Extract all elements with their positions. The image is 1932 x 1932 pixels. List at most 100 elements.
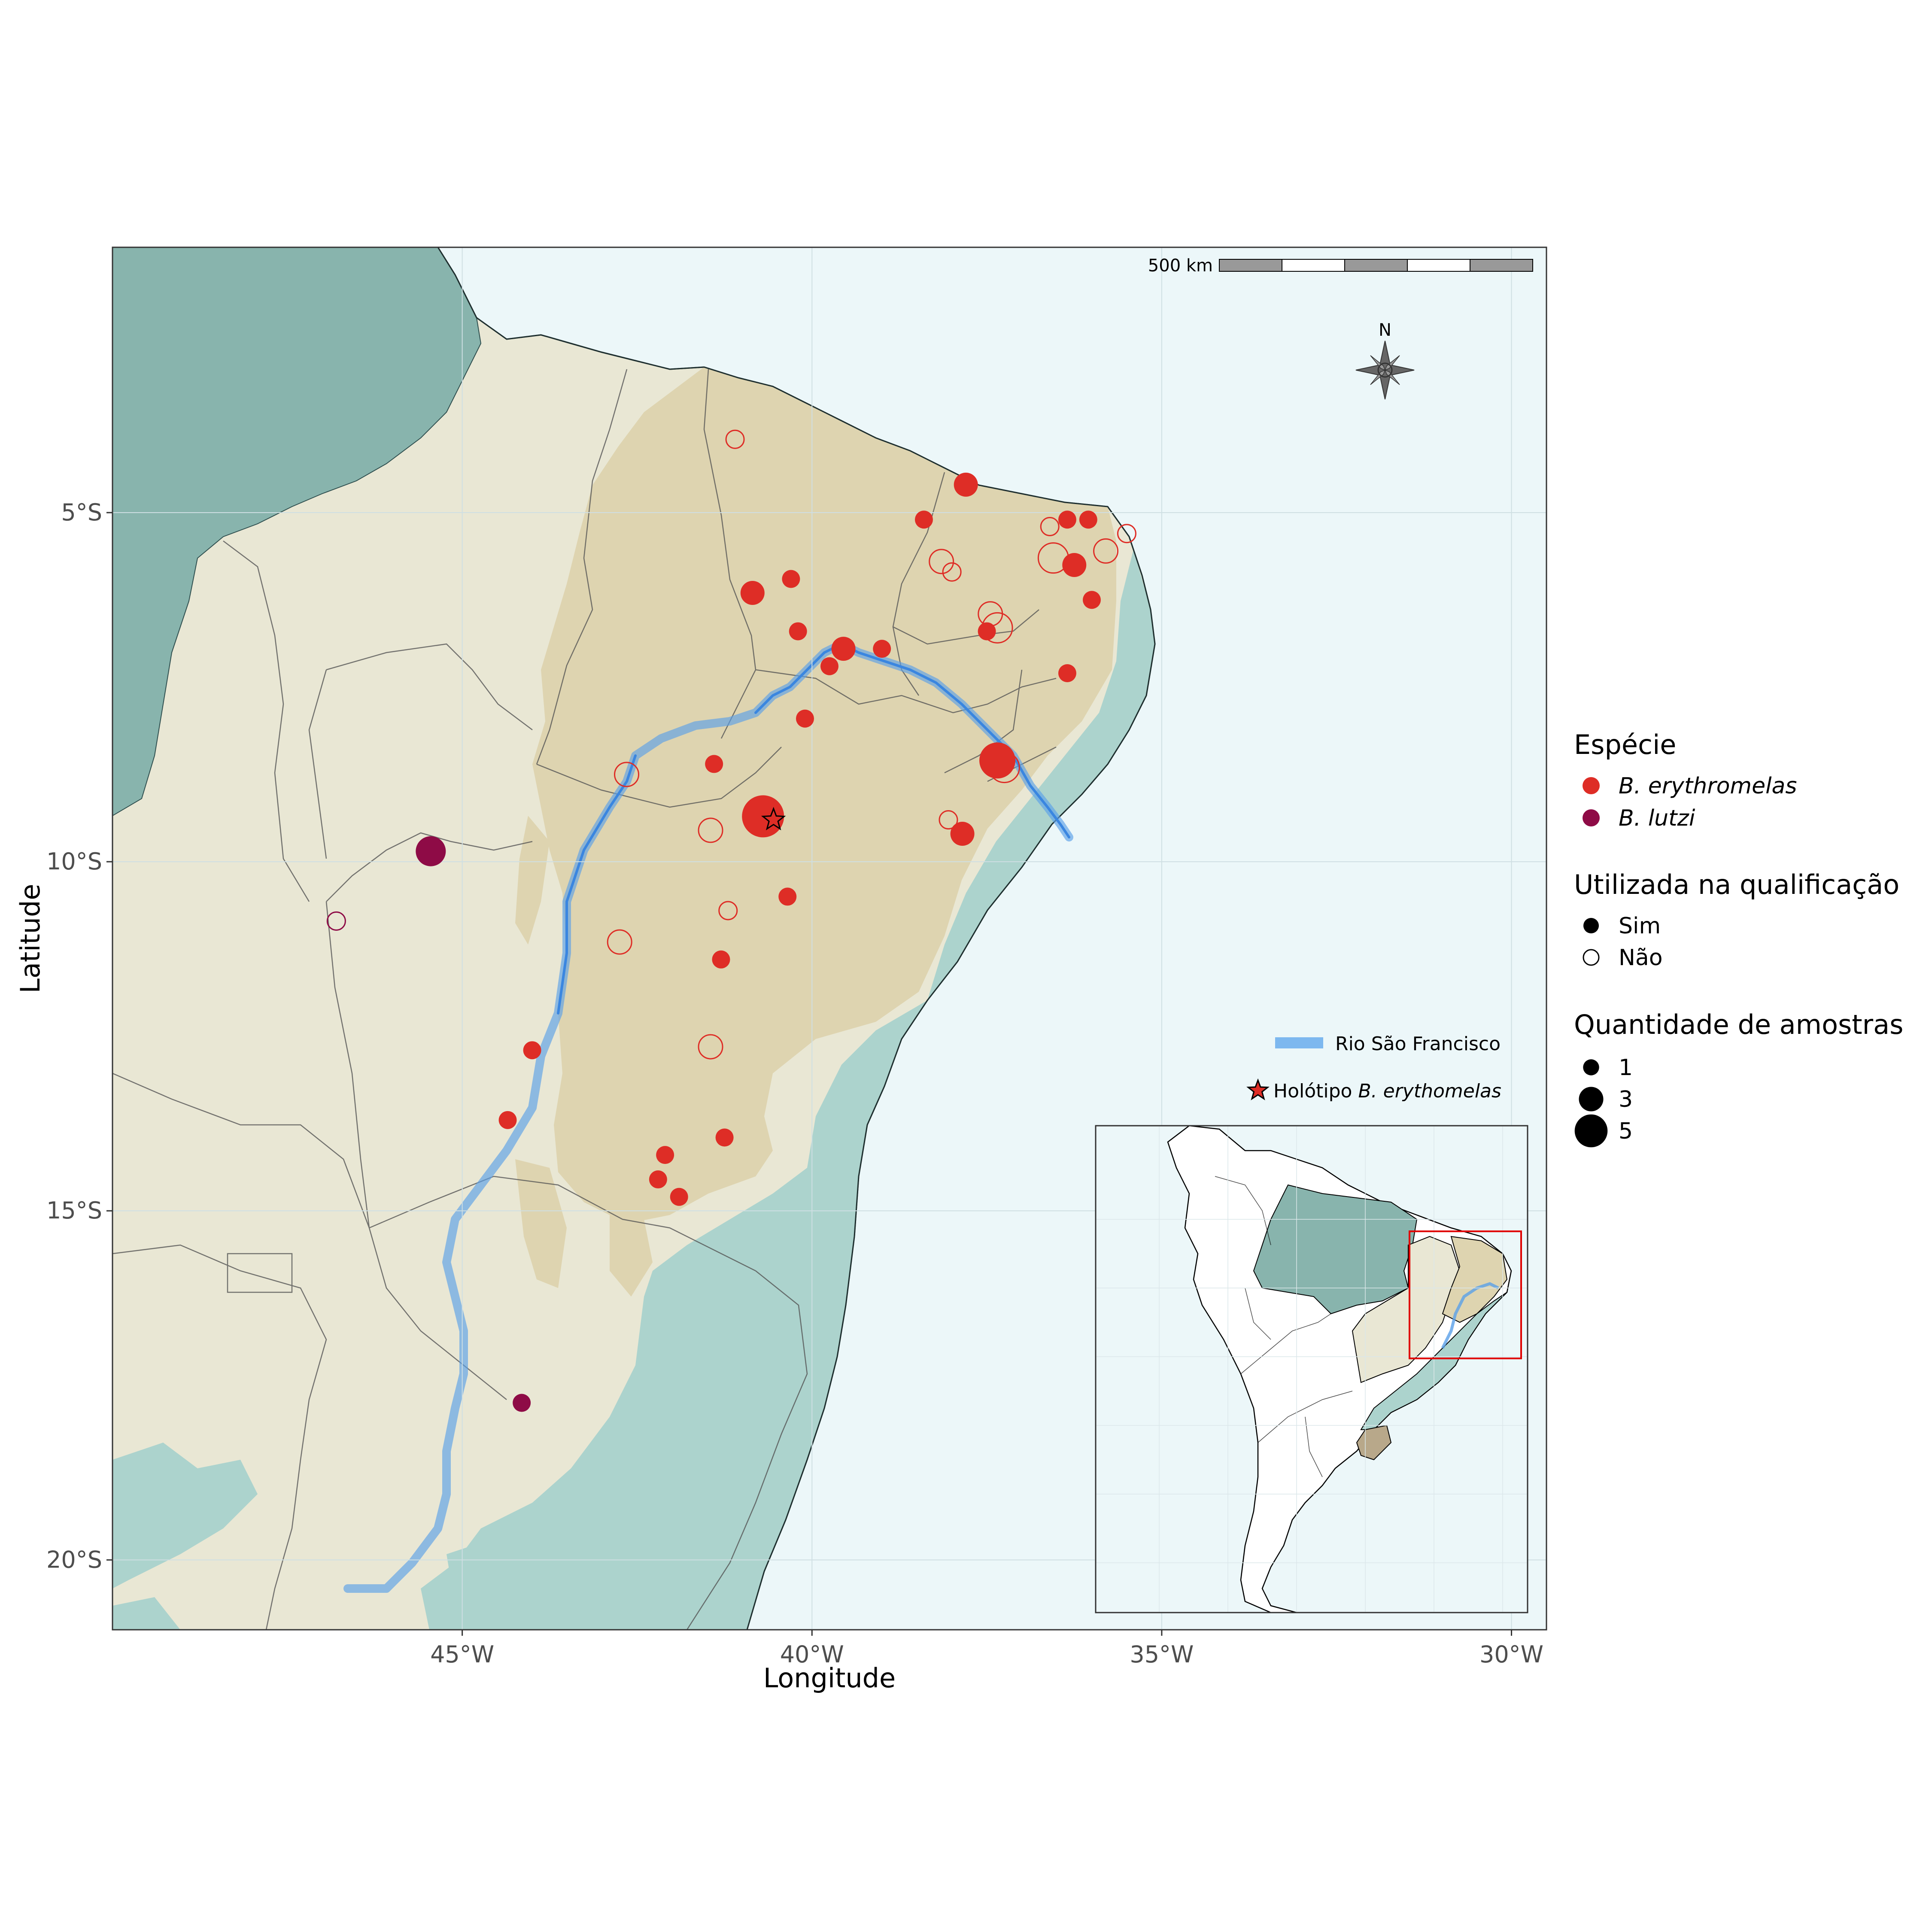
y-tick-label: 15°S <box>46 1197 102 1224</box>
point-erythromelas <box>831 637 856 661</box>
inset-river <box>1441 1282 1499 1349</box>
point-erythromelas <box>820 657 838 675</box>
inset-graticule <box>1096 1126 1528 1613</box>
legend-title-used: Utilizada na qualificação <box>1574 869 1899 900</box>
legend-lutzi-label: B. lutzi <box>1619 805 1695 831</box>
legend-title-count: Quantidade de amostras <box>1574 1009 1903 1040</box>
point-lutzi <box>513 1394 531 1412</box>
point-erythromelas <box>607 929 632 955</box>
x-tick-label: 40°W <box>780 1641 844 1668</box>
point-erythromelas <box>718 901 738 920</box>
x-tick-label: 35°W <box>1130 1641 1194 1668</box>
legend-erythromelas-label: B. erythromelas <box>1619 773 1797 799</box>
north-arrow-label: N <box>1379 320 1391 340</box>
legend-used-sim-label: Sim <box>1619 913 1661 939</box>
point-erythromelas <box>1058 664 1076 683</box>
legend-lutzi-marker <box>1583 809 1600 826</box>
point-lutzi <box>416 836 446 866</box>
point-erythromelas <box>740 581 765 605</box>
point-erythromelas <box>656 1146 674 1164</box>
legend-count-label: 1 <box>1619 1055 1633 1081</box>
legend-erythromelas-genus: B. <box>1619 773 1641 799</box>
point-erythromelas <box>649 1170 667 1189</box>
x-axis-title: Longitude <box>763 1662 896 1694</box>
point-erythromelas <box>715 1128 734 1147</box>
y-axis-title: Latitude <box>15 884 46 993</box>
point-erythromelas <box>698 817 723 843</box>
point-erythromelas <box>979 742 1016 779</box>
biome-mata-atlantica <box>421 550 1155 1630</box>
point-erythromelas <box>939 810 958 830</box>
point-erythromelas <box>914 510 933 529</box>
point-erythromelas <box>523 1041 541 1060</box>
map-legend: Rio São Francisco Holótipo B. erythomela… <box>1246 1033 1501 1102</box>
point-erythromelas <box>1117 524 1136 544</box>
legend-count-label: 3 <box>1619 1087 1633 1112</box>
legend-lutzi-epithet: lutzi <box>1648 805 1695 831</box>
map-panel-border <box>112 246 1547 1631</box>
scale-bar: 500 km <box>1148 256 1533 276</box>
point-erythromelas <box>614 762 640 787</box>
point-erythromelas <box>712 950 730 969</box>
biome-caatinga-fragments <box>515 816 653 1297</box>
point-erythromelas <box>1058 510 1076 529</box>
point-erythromelas <box>929 549 954 574</box>
inset-map <box>1095 1125 1528 1613</box>
x-tick-label: 30°W <box>1479 1641 1543 1668</box>
legend-count-label: 5 <box>1619 1118 1633 1144</box>
scale-bar-label: 500 km <box>1148 256 1213 276</box>
river-legend-swatch <box>1275 1037 1323 1048</box>
inset-border <box>1095 1125 1528 1613</box>
legend-count-marker <box>1579 1087 1604 1112</box>
legend-item-erythromelas: B. erythromelas <box>1583 773 1797 799</box>
point-erythromelas <box>778 887 797 906</box>
y-tick-label: 10°S <box>46 848 102 875</box>
point-erythromelas <box>698 1034 723 1060</box>
legend-erythromelas-marker <box>1583 777 1600 794</box>
point-erythromelas <box>782 570 800 588</box>
biome-mata-atlantica-west <box>112 1443 481 1630</box>
point-erythromelas <box>978 622 996 641</box>
point-erythromelas <box>670 1188 688 1206</box>
legend-used-nao-marker <box>1583 949 1600 966</box>
point-erythromelas <box>954 472 978 497</box>
holotype-legend-star-icon <box>1246 1078 1270 1100</box>
inset-extent-box <box>1409 1230 1522 1359</box>
inset-brazil-amazon <box>1253 1184 1418 1315</box>
point-erythromelas <box>789 622 807 641</box>
point-erythromelas <box>796 709 814 728</box>
holotype-legend-label: Holótipo B. erythomelas <box>1273 1080 1501 1102</box>
biome-amazonia <box>112 247 482 817</box>
point-erythromelas <box>988 752 1020 784</box>
holotype-star-marker <box>761 807 786 831</box>
river-legend-label: Rio São Francisco <box>1335 1033 1501 1055</box>
inset-country-borders <box>1215 1176 1353 1477</box>
map-panel <box>112 247 1546 1630</box>
north-arrow-icon: N <box>1355 320 1415 400</box>
point-erythromelas <box>873 640 891 658</box>
coastline <box>437 247 1156 1630</box>
point-erythromelas <box>1079 510 1097 529</box>
x-tick-label: 45°W <box>430 1641 494 1668</box>
legend-title-species: Espécie <box>1574 729 1676 760</box>
point-erythromelas <box>950 822 975 846</box>
point-erythromelas <box>1093 538 1119 564</box>
legend-used-sim-marker <box>1583 918 1599 933</box>
inset-brazil-cerrado <box>1352 1236 1461 1383</box>
legend: Espécie B. erythromelas B. lutzi Utiliza… <box>1574 729 1903 1148</box>
legend-count-marker <box>1574 1114 1608 1148</box>
legend-lutzi-genus: B. <box>1619 805 1641 831</box>
legend-count-marker <box>1583 1059 1599 1075</box>
y-tick-label: 20°S <box>46 1546 102 1573</box>
point-erythromelas <box>725 429 745 449</box>
holotype-legend-prefix: Holótipo <box>1273 1080 1352 1102</box>
point-erythromelas <box>942 562 962 582</box>
rio-sao-francisco-core <box>557 643 1070 1015</box>
holotype-legend-species: B. erythomelas <box>1358 1080 1501 1102</box>
biome-caatinga <box>532 367 1116 1224</box>
point-lutzi <box>326 911 346 931</box>
point-erythromelas <box>1062 553 1087 577</box>
legend-used-nao-label: Não <box>1619 945 1663 971</box>
legend-count-items: 1 3 5 <box>1574 1055 1633 1148</box>
